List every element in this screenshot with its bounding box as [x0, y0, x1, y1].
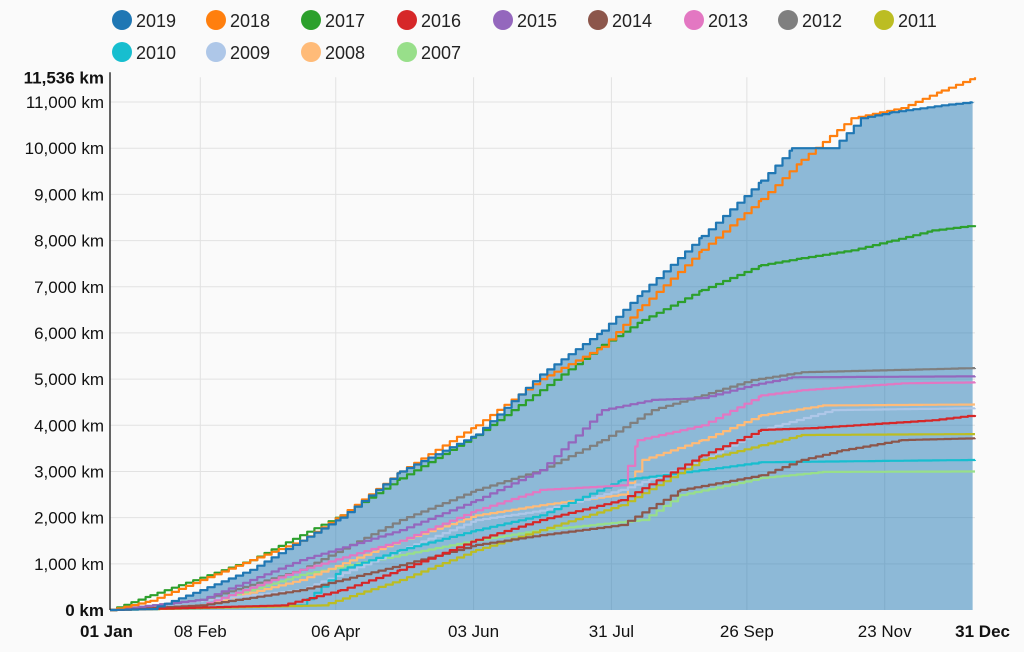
legend-label: 2019 [136, 11, 176, 31]
legend-swatch [112, 10, 132, 30]
legend-label: 2010 [136, 43, 176, 63]
axes: 0 km 1,000 km 2,000 km 3,000 km 4,000 km 5,00… [24, 68, 1010, 641]
legend-swatch [684, 10, 704, 30]
series-line-2007 [110, 470, 975, 612]
series-lines [110, 77, 977, 612]
series-line-2008 [110, 403, 975, 612]
legend-label: 2017 [325, 11, 365, 31]
x-tick-label: 26 Sep [720, 622, 774, 641]
legend-item-2009: 2009 [206, 42, 270, 63]
legend-label: 2008 [325, 43, 365, 63]
series-line-2016 [110, 414, 977, 612]
series-line-2013 [110, 381, 977, 612]
legend-item-2015: 2015 [493, 10, 557, 31]
x-tick-label: 31 Jul [589, 622, 634, 641]
legend-label: 2014 [612, 11, 652, 31]
y-tick-label: 5,000 km [34, 370, 104, 389]
series-line-2019 [110, 101, 974, 612]
legend-swatch [588, 10, 608, 30]
legend-swatch [301, 10, 321, 30]
legend-item-2011: 2011 [874, 10, 937, 31]
legend-swatch [112, 42, 132, 62]
y-tick-label: 2,000 km [34, 509, 104, 528]
legend-swatch [493, 10, 513, 30]
series-line-2015 [110, 375, 977, 612]
legend-label: 2007 [421, 43, 461, 63]
legend: 2019 2018 2017 2016 2015 2014 2013 2012 2011 2010… [112, 10, 937, 63]
legend-item-2017: 2017 [301, 10, 365, 31]
x-tick-label: 01 Jan [80, 622, 133, 641]
legend-swatch [206, 10, 226, 30]
y-max-label: 11,536 km [24, 68, 104, 87]
x-tick-label: 08 Feb [174, 622, 227, 641]
y-tick-label: 7,000 km [34, 278, 104, 297]
legend-swatch [874, 10, 894, 30]
y-tick-label: 6,000 km [34, 324, 104, 343]
x-tick-label: 03 Jun [448, 622, 499, 641]
legend-label: 2015 [517, 11, 557, 31]
legend-item-2010: 2010 [112, 42, 176, 63]
legend-item-2016: 2016 [397, 10, 461, 31]
y-tick-label: 9,000 km [34, 185, 104, 204]
legend-swatch [206, 42, 226, 62]
legend-label: 2018 [230, 11, 270, 31]
y-tick-label: 8,000 km [34, 232, 104, 251]
y-tick-label: 0 km [65, 601, 104, 620]
series-line-2009 [110, 407, 977, 612]
x-tick-label: 23 Nov [858, 622, 912, 641]
legend-label: 2013 [708, 11, 748, 31]
y-tick-label: 11,000 km [26, 93, 104, 112]
legend-item-2008: 2008 [301, 42, 365, 63]
legend-item-2013: 2013 [684, 10, 748, 31]
legend-label: 2016 [421, 11, 461, 31]
legend-label: 2012 [802, 11, 842, 31]
x-tick-label: 06 Apr [311, 622, 360, 641]
y-tick-label: 4,000 km [34, 416, 104, 435]
y-tick-label: 3,000 km [34, 462, 104, 481]
area-layer [110, 102, 973, 610]
y-tick-label: 1,000 km [34, 555, 104, 574]
legend-item-2007: 2007 [397, 42, 461, 63]
legend-item-2012: 2012 [778, 10, 842, 31]
series-area-2019 [110, 102, 973, 610]
legend-swatch [301, 42, 321, 62]
y-tick-label: 10,000 km [25, 139, 104, 158]
legend-label: 2009 [230, 43, 270, 63]
series-line-2014 [110, 437, 977, 612]
legend-label: 2011 [898, 11, 937, 31]
x-tick-label: 31 Dec [955, 622, 1010, 641]
legend-swatch [397, 10, 417, 30]
legend-item-2018: 2018 [206, 10, 270, 31]
legend-swatch [778, 10, 798, 30]
legend-swatch [397, 42, 417, 62]
legend-item-2019: 2019 [112, 10, 176, 31]
legend-item-2014: 2014 [588, 10, 652, 31]
